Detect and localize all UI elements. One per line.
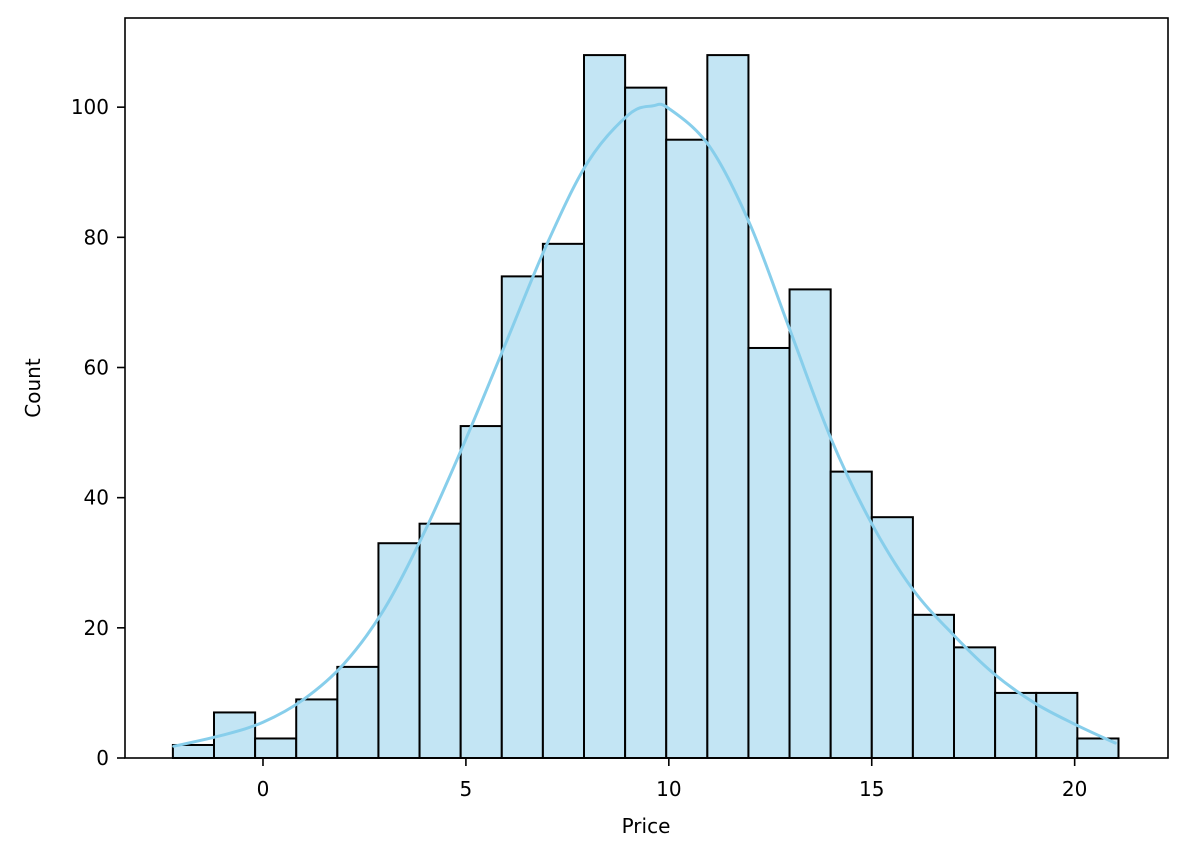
histogram-bar	[870, 516, 914, 759]
y-tick-label: 60	[84, 355, 109, 379]
histogram-bar	[377, 542, 421, 760]
kde-curve-group	[172, 102, 1117, 748]
histogram-bar	[336, 665, 380, 759]
axis-ticks: 0 5 10 15 20 0 20 40 60 80 100	[71, 95, 1088, 801]
histogram-bar	[953, 646, 997, 760]
kde-line	[172, 102, 1117, 748]
histogram-bar	[994, 691, 1038, 759]
histogram-bar	[171, 743, 215, 759]
histogram-bar	[1035, 691, 1079, 759]
y-tick-label: 40	[84, 486, 109, 510]
histogram-bar	[541, 242, 586, 760]
plot-frame	[124, 17, 1169, 759]
histogram-bar	[788, 288, 832, 759]
histogram-bar	[911, 613, 956, 759]
histogram-bar	[829, 470, 873, 759]
histogram-bar	[706, 54, 750, 760]
histogram-bar	[295, 698, 339, 760]
histogram-bars	[171, 54, 1120, 760]
y-axis-title: Count	[21, 358, 45, 418]
histogram-bar	[500, 275, 544, 759]
histogram-bar	[459, 425, 503, 759]
x-tick-label: 10	[656, 777, 681, 801]
x-tick-label: 20	[1062, 777, 1087, 801]
x-tick-label: 0	[257, 777, 270, 801]
x-tick-label: 5	[460, 777, 473, 801]
histogram-bar	[665, 138, 709, 759]
y-tick-label: 20	[84, 616, 109, 640]
histogram-bar	[624, 86, 668, 759]
y-tick-label: 100	[71, 95, 109, 119]
y-tick-label: 0	[96, 746, 109, 770]
y-tick-label: 80	[84, 225, 109, 249]
histogram-bar	[254, 737, 298, 759]
x-axis-title: Price	[622, 814, 671, 838]
histogram-bar	[418, 522, 462, 760]
histogram-bar	[747, 346, 791, 759]
x-tick-label: 15	[859, 777, 884, 801]
histogram-bar	[583, 54, 627, 760]
